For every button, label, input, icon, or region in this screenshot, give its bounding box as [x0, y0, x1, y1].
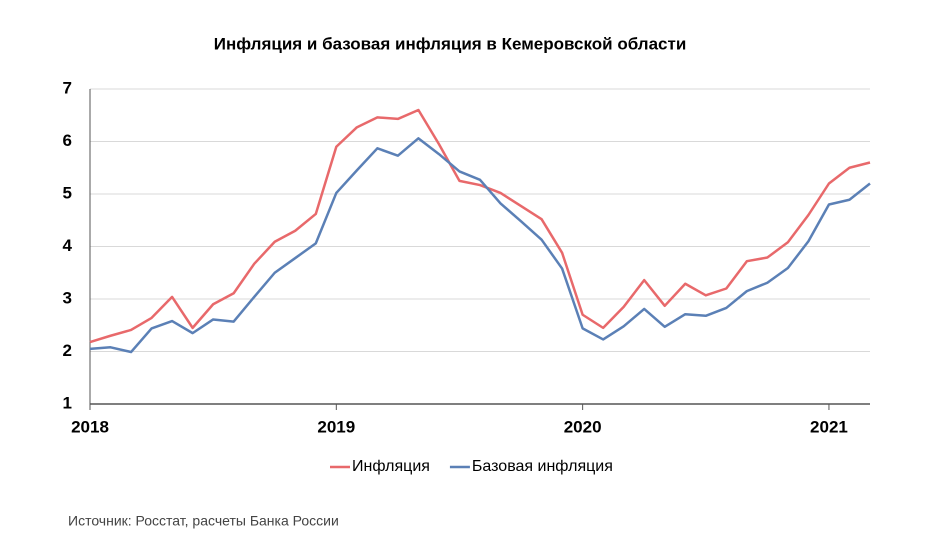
- chart-title: Инфляция и базовая инфляция в Кемеровско…: [214, 34, 687, 53]
- y-tick-label: 2: [63, 341, 72, 360]
- y-tick-label: 7: [63, 78, 72, 97]
- y-tick-label: 1: [63, 393, 72, 412]
- y-tick-label: 6: [63, 131, 72, 150]
- legend-label: Базовая инфляция: [472, 458, 613, 475]
- legend-label: Инфляция: [352, 458, 430, 475]
- source-note: Источник: Росстат, расчеты Банка России: [68, 513, 339, 529]
- y-tick-label: 3: [63, 288, 72, 307]
- y-tick-label: 5: [63, 183, 72, 202]
- x-tick-label: 2019: [317, 417, 355, 436]
- y-tick-label: 4: [63, 236, 73, 255]
- x-tick-label: 2018: [71, 417, 109, 436]
- series-line: [89, 137, 871, 354]
- series-line: [89, 108, 871, 344]
- x-tick-label: 2020: [564, 417, 602, 436]
- x-tick-label: 2021: [810, 417, 848, 436]
